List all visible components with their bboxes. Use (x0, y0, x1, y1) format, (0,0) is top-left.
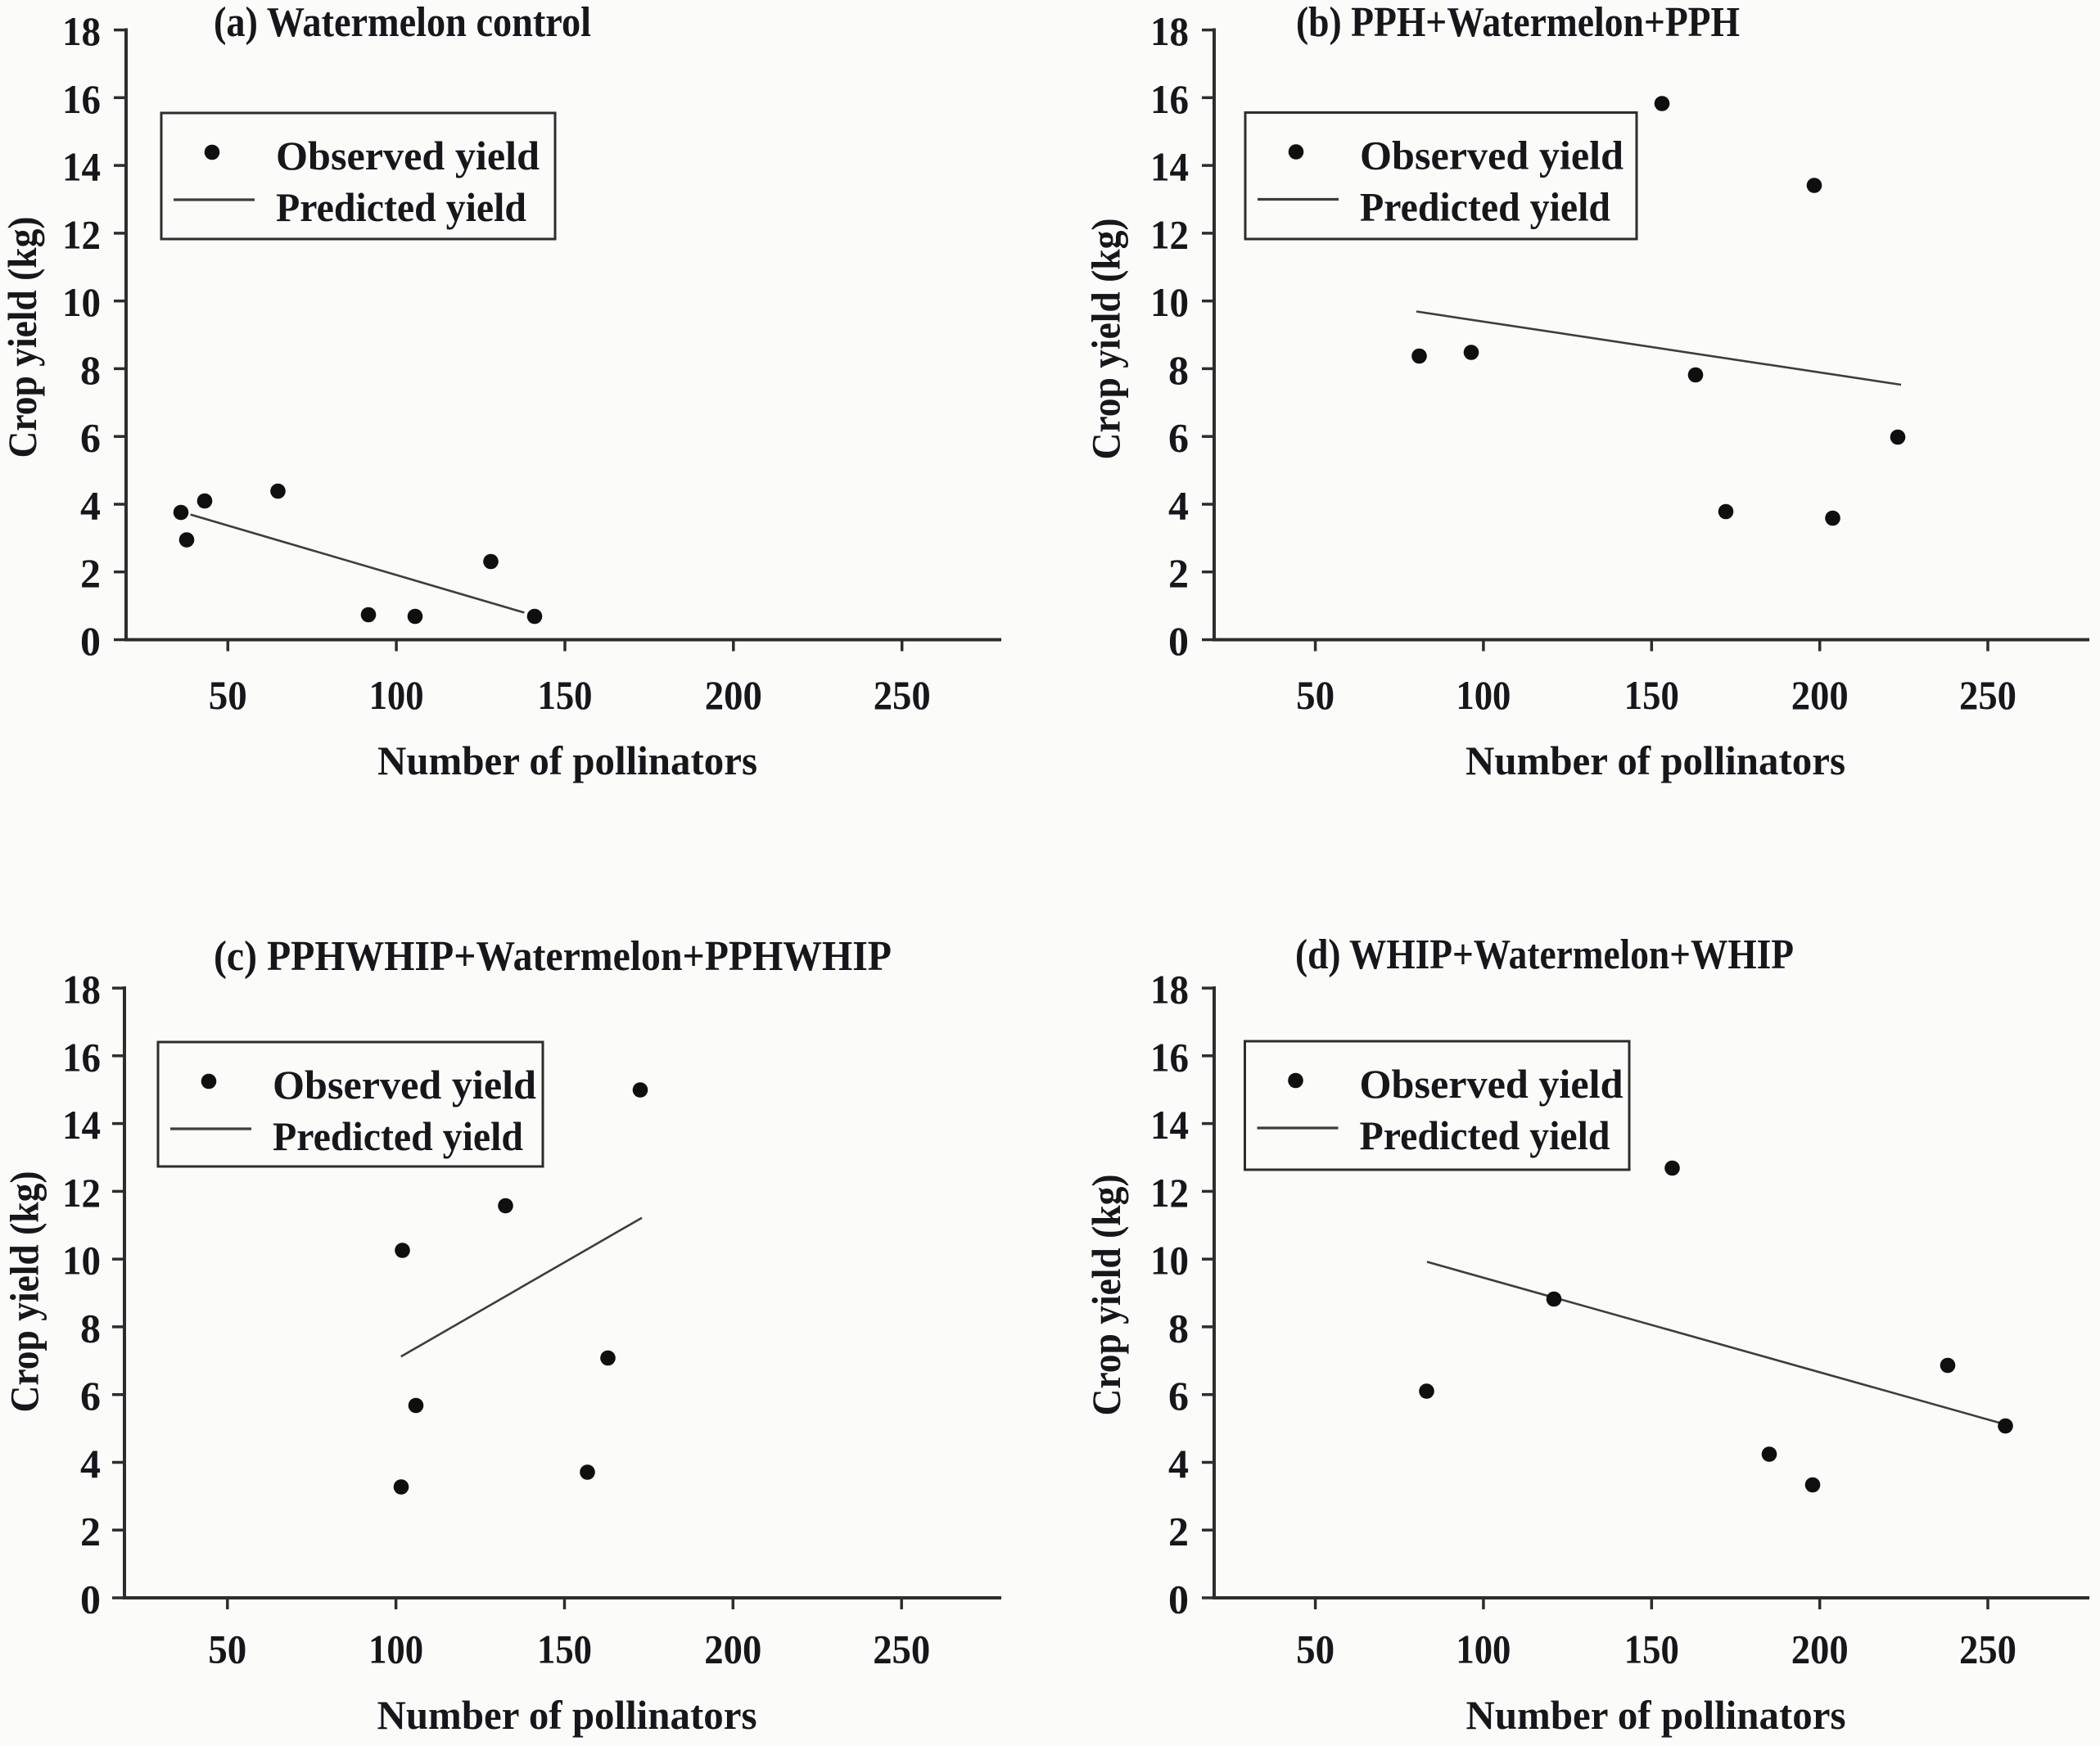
svg-text:10: 10 (62, 1238, 101, 1284)
svg-text:50: 50 (1296, 672, 1335, 718)
svg-text:Crop yield (kg): Crop yield (kg) (1083, 219, 1129, 460)
svg-text:16: 16 (62, 1034, 101, 1080)
svg-text:Crop yield (kg): Crop yield (kg) (1083, 1175, 1129, 1416)
svg-text:Predicted yield: Predicted yield (1360, 184, 1610, 230)
svg-text:8: 8 (1168, 1305, 1189, 1351)
svg-text:200: 200 (705, 672, 762, 718)
svg-text:18: 18 (62, 8, 101, 54)
svg-text:(c) PPHWHIP+Watermelon+PPHWHIP: (c) PPHWHIP+Watermelon+PPHWHIP (214, 933, 892, 980)
svg-text:2: 2 (1168, 550, 1189, 596)
svg-text:12: 12 (62, 1170, 101, 1216)
svg-text:6: 6 (1168, 1373, 1189, 1419)
svg-text:0: 0 (1168, 1577, 1189, 1622)
svg-text:50: 50 (209, 672, 247, 718)
svg-text:Predicted yield: Predicted yield (276, 184, 526, 230)
svg-text:Crop yield (kg): Crop yield (kg) (2, 1171, 47, 1413)
svg-text:4: 4 (1168, 1441, 1189, 1487)
svg-text:6: 6 (1168, 415, 1189, 461)
svg-text:14: 14 (62, 1102, 101, 1148)
svg-text:Crop yield (kg): Crop yield (kg) (0, 217, 45, 458)
svg-text:Number of pollinators: Number of pollinators (377, 738, 757, 783)
svg-text:100: 100 (368, 1626, 423, 1672)
svg-text:16: 16 (1150, 1034, 1189, 1080)
svg-text:18: 18 (1150, 967, 1189, 1013)
svg-text:(d) WHIP+Watermelon+WHIP: (d) WHIP+Watermelon+WHIP (1295, 932, 1794, 978)
svg-text:8: 8 (1168, 347, 1189, 393)
svg-text:12: 12 (1150, 1170, 1189, 1216)
svg-text:200: 200 (1791, 1626, 1849, 1672)
svg-text:100: 100 (1456, 1626, 1511, 1672)
svg-text:12: 12 (62, 211, 101, 257)
svg-text:4: 4 (80, 483, 101, 529)
svg-text:8: 8 (80, 347, 101, 393)
svg-text:200: 200 (1791, 672, 1849, 718)
svg-text:2: 2 (80, 550, 101, 596)
svg-text:100: 100 (1456, 672, 1511, 718)
svg-text:2: 2 (1168, 1509, 1189, 1554)
svg-text:100: 100 (369, 672, 424, 718)
svg-text:50: 50 (208, 1626, 246, 1672)
svg-text:4: 4 (80, 1441, 101, 1487)
svg-text:0: 0 (80, 1577, 101, 1622)
svg-text:Observed yield: Observed yield (273, 1062, 536, 1108)
svg-text:250: 250 (873, 1626, 930, 1672)
svg-text:6: 6 (80, 415, 101, 461)
svg-text:Observed yield: Observed yield (1360, 133, 1624, 178)
svg-text:50: 50 (1296, 1626, 1335, 1672)
svg-text:16: 16 (62, 76, 101, 122)
svg-text:2: 2 (80, 1509, 101, 1554)
svg-text:16: 16 (1150, 76, 1189, 122)
svg-text:200: 200 (704, 1626, 761, 1672)
svg-text:0: 0 (80, 618, 101, 664)
svg-text:Number of pollinators: Number of pollinators (1466, 1692, 1846, 1738)
svg-text:Observed yield: Observed yield (1360, 1061, 1624, 1107)
svg-text:Number of pollinators: Number of pollinators (377, 1692, 757, 1738)
svg-text:12: 12 (1150, 211, 1189, 257)
svg-text:10: 10 (1150, 279, 1189, 325)
svg-text:10: 10 (62, 279, 101, 325)
svg-text:6: 6 (80, 1373, 101, 1419)
svg-text:14: 14 (1150, 144, 1189, 190)
svg-text:14: 14 (1150, 1102, 1189, 1148)
svg-text:14: 14 (62, 144, 101, 190)
svg-text:Observed yield: Observed yield (276, 133, 540, 178)
svg-text:18: 18 (62, 967, 101, 1013)
svg-text:150: 150 (537, 1626, 592, 1672)
svg-text:18: 18 (1150, 8, 1189, 54)
svg-text:150: 150 (1624, 1626, 1679, 1672)
svg-text:Number of pollinators: Number of pollinators (1465, 738, 1845, 783)
svg-text:8: 8 (80, 1305, 101, 1351)
svg-text:(a) Watermelon control: (a) Watermelon control (214, 0, 591, 46)
svg-text:250: 250 (1959, 672, 2016, 718)
svg-text:150: 150 (538, 672, 593, 718)
svg-text:10: 10 (1150, 1238, 1189, 1284)
svg-text:250: 250 (874, 672, 931, 718)
svg-text:(b) PPH+Watermelon+PPH: (b) PPH+Watermelon+PPH (1296, 0, 1740, 46)
svg-text:0: 0 (1168, 618, 1189, 664)
svg-text:150: 150 (1624, 672, 1679, 718)
svg-text:4: 4 (1168, 483, 1189, 529)
svg-text:Predicted yield: Predicted yield (1360, 1112, 1610, 1158)
svg-text:Predicted yield: Predicted yield (273, 1113, 523, 1159)
svg-text:250: 250 (1959, 1626, 2016, 1672)
